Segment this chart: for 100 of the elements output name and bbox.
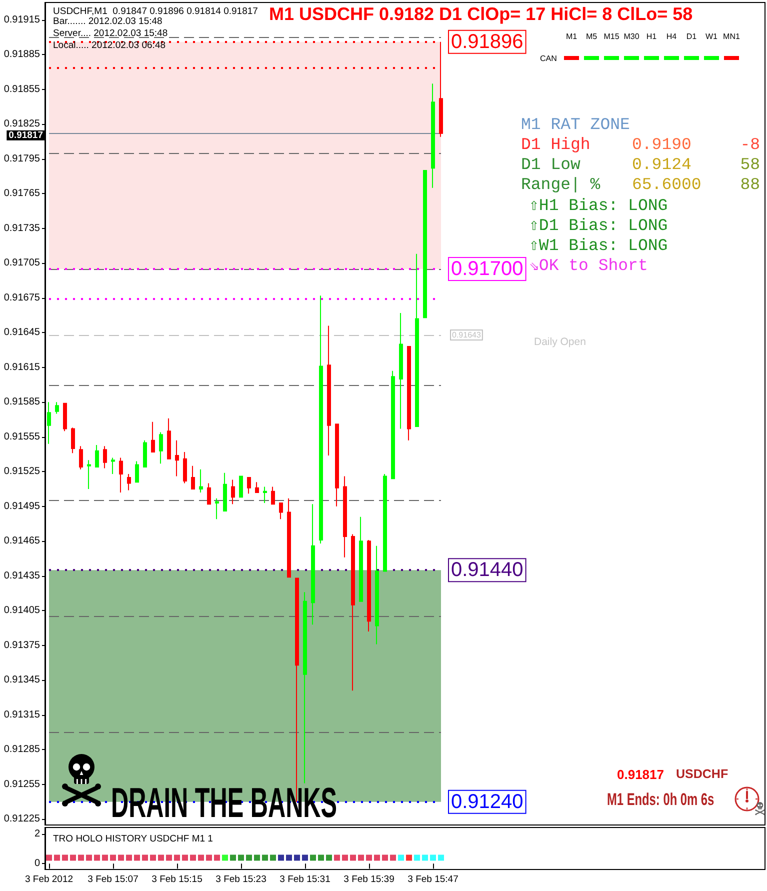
y-tick-label: 0.91675: [4, 292, 40, 304]
x-tick-label: 3 Feb 15:15: [152, 874, 202, 885]
y-tick-label: 2: [34, 828, 40, 840]
y-tick-label: 0.91795: [4, 153, 40, 164]
ref-line-label: 0.91240: [451, 790, 524, 813]
y-tick-label: 0: [34, 858, 40, 870]
ref-line-label: 0.91440: [451, 559, 524, 582]
x-tick-label: 3 Feb 2012: [24, 874, 74, 885]
candlestick: [255, 482, 259, 494]
text: ⇘OK to Short: [529, 255, 648, 275]
candlestick: [375, 545, 379, 645]
x-tick-label: 3 Feb 15:31: [280, 874, 330, 885]
text: H4: [666, 32, 677, 41]
candlestick: [319, 295, 323, 544]
text: D1: [686, 32, 697, 41]
y-tick-label: 0.91885: [4, 49, 40, 60]
y-tick-label: 0.91765: [4, 188, 40, 200]
text: 0.91817: [617, 766, 664, 782]
candlestick: [239, 476, 243, 498]
y-tick-label: 0.91705: [4, 258, 40, 269]
candlestick: [175, 440, 179, 477]
y-tick-label: 0.91645: [4, 327, 40, 338]
candlestick: [415, 253, 419, 427]
y-tick-label: 0.91525: [4, 466, 40, 478]
y-tick-label: 0.91405: [4, 605, 40, 616]
text: M5: [586, 32, 598, 41]
candlestick: [63, 402, 67, 432]
text: Range| %: [521, 175, 600, 194]
text: D1 High: [521, 135, 590, 154]
text: M15: [604, 32, 620, 41]
candlestick: [55, 402, 59, 414]
ref-line-label: 0.91817: [8, 130, 43, 141]
candlestick: [367, 540, 371, 632]
text: 0.9190: [632, 135, 692, 154]
candlestick: [303, 592, 307, 784]
x-tick-label: 3 Feb 15:39: [344, 874, 394, 885]
text: D1 Low: [521, 155, 580, 174]
y-tick-label: 0.91855: [4, 84, 40, 95]
candlestick: [407, 346, 411, 441]
candlestick: [159, 432, 163, 464]
candlestick: [127, 473, 131, 491]
candlestick: [199, 468, 203, 494]
text: M1: [566, 32, 578, 41]
candlestick: [271, 486, 275, 505]
candlestick: [111, 457, 115, 474]
text: MN1: [723, 32, 740, 41]
candlestick: [79, 446, 83, 470]
candlestick: [231, 479, 235, 505]
candlestick: [167, 418, 171, 460]
candlestick: [143, 440, 147, 468]
candlestick: [279, 502, 283, 520]
y-tick-label: 0.91735: [4, 222, 40, 234]
y-tick-label: 0.91345: [4, 674, 40, 686]
text: -8: [740, 135, 760, 154]
candlestick: [327, 325, 331, 456]
candlestick: [95, 444, 99, 468]
y-tick-label: 0.91555: [4, 431, 40, 442]
candlestick: [151, 421, 155, 452]
y-tick-label: 0.91585: [4, 396, 40, 408]
candlestick: [287, 498, 291, 578]
ref-line-label: 0.91896: [451, 30, 524, 53]
text: TRO HOLO HISTORY USDCHF M1 1: [53, 834, 213, 844]
y-tick-label: 0.91495: [4, 500, 40, 512]
text: 65.6000: [632, 175, 702, 194]
candlestick: [135, 460, 139, 483]
candlestick: [103, 446, 107, 469]
y-tick-label: 0.91285: [4, 744, 40, 756]
x-tick-label: 3 Feb 15:47: [408, 874, 458, 885]
y-tick-label: 0.91615: [4, 362, 40, 373]
candlestick: [431, 83, 435, 188]
annotation: USDCHF,M1 0.91847 0.91896 0.91814 0.91817: [53, 6, 258, 16]
y-tick-label: 0.91375: [4, 640, 40, 651]
x-tick-label: 3 Feb 15:23: [216, 874, 266, 885]
candlestick: [399, 312, 403, 430]
text: USDCHF: [676, 766, 728, 780]
annotation: Local..... 2012.02.03 06:48: [53, 40, 166, 50]
annotation: DRAIN THE BANKS: [111, 779, 338, 827]
y-tick-label: 0.91315: [4, 709, 40, 720]
candlestick: [311, 504, 315, 626]
text: M1 USDCHF 0.9182 D1 ClOp= 17 HiCl= 8 ClLo= 58: [269, 4, 693, 24]
y-tick-label: 0.91255: [4, 778, 40, 790]
text: M1 Ends: 0h 0m 6s: [607, 790, 714, 810]
text: ⇧H1 Bias: LONG: [529, 195, 668, 215]
candlestick: [215, 498, 219, 520]
y-tick-label: 0.91825: [4, 118, 40, 130]
y-tick-label: 0.91915: [4, 14, 40, 26]
candlestick: [183, 451, 187, 484]
text: H1: [646, 32, 657, 41]
candlestick: [423, 170, 427, 318]
annotation: Server.... 2012.02.03 15:48: [53, 28, 168, 39]
candlestick: [391, 370, 395, 480]
candlestick: [351, 534, 355, 692]
candlestick: [335, 424, 339, 507]
candlestick: [223, 472, 227, 512]
candlestick: [87, 460, 91, 490]
ref-line-label: 0.91700: [451, 258, 524, 280]
y-tick-label: 0.91435: [4, 570, 40, 582]
candlestick: [247, 476, 251, 494]
text: Daily Open: [534, 336, 586, 348]
candlestick: [47, 402, 51, 444]
